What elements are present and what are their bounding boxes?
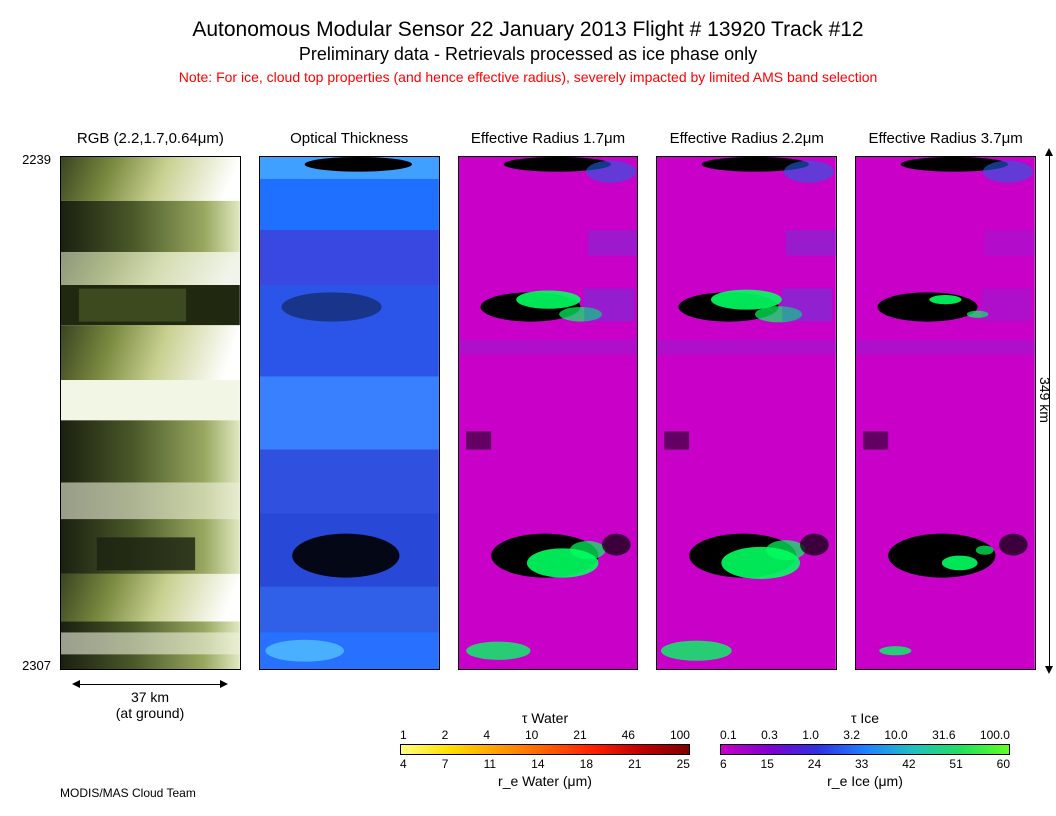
cb-ice-title-top: τ Ice: [720, 710, 1010, 726]
horizontal-distance-label: 37 km: [60, 689, 240, 705]
panel-radius-22: Effective Radius 2.2μm: [656, 130, 837, 670]
cb-ice-ticks-top: 0.10.31.03.210.031.6100.0: [720, 728, 1010, 742]
panel-image: [656, 156, 837, 670]
horizontal-distance-sublabel: (at ground): [60, 705, 240, 721]
panel-optical-thickness: Optical Thickness: [259, 130, 440, 670]
panel-rgb: RGB (2.2,1.7,0.64μm): [60, 130, 241, 670]
horizontal-scale-arrow: [80, 684, 220, 685]
cb-water-title-bot: r_e Water (μm): [400, 773, 690, 789]
panel-image: [60, 156, 241, 670]
panel-title: Optical Thickness: [259, 130, 440, 150]
sub-title: Preliminary data - Retrievals processed …: [0, 44, 1056, 65]
panel-title: Effective Radius 1.7μm: [458, 130, 639, 150]
colorbar-water: τ Water 124102146100 471114182125 r_e Wa…: [400, 710, 690, 789]
cb-ice-title-bot: r_e Ice (μm): [720, 773, 1010, 789]
footer-credit: MODIS/MAS Cloud Team: [60, 786, 196, 800]
cb-water-bar: [400, 744, 690, 755]
panel-title: RGB (2.2,1.7,0.64μm): [60, 130, 241, 150]
panel-image: [259, 156, 440, 670]
panel-title: Effective Radius 2.2μm: [656, 130, 837, 150]
note-title: Note: For ice, cloud top properties (and…: [0, 69, 1056, 85]
horizontal-scale: 37 km (at ground): [60, 680, 240, 721]
cb-water-ticks-bot: 471114182125: [400, 757, 690, 771]
panels-container: 2239 2307 RGB (2.2,1.7,0.64μm): [60, 130, 1036, 670]
cb-water-title-top: τ Water: [400, 710, 690, 726]
ytick-top: 2239: [16, 152, 51, 167]
cb-water-ticks-top: 124102146100: [400, 728, 690, 742]
panel-image: [855, 156, 1036, 670]
cb-ice-bar: [720, 744, 1010, 755]
panel-image: [458, 156, 639, 670]
cb-ice-ticks-bot: 6152433425160: [720, 757, 1010, 771]
vertical-distance-label: 349 km: [1037, 377, 1053, 423]
colorbars-container: τ Water 124102146100 471114182125 r_e Wa…: [400, 710, 1010, 789]
ytick-bottom: 2307: [16, 658, 51, 673]
main-title: Autonomous Modular Sensor 22 January 201…: [0, 18, 1056, 42]
panel-title: Effective Radius 3.7μm: [855, 130, 1036, 150]
panel-radius-17: Effective Radius 1.7μm: [458, 130, 639, 670]
panel-radius-37: Effective Radius 3.7μm: [855, 130, 1036, 670]
colorbar-ice: τ Ice 0.10.31.03.210.031.6100.0 61524334…: [720, 710, 1010, 789]
